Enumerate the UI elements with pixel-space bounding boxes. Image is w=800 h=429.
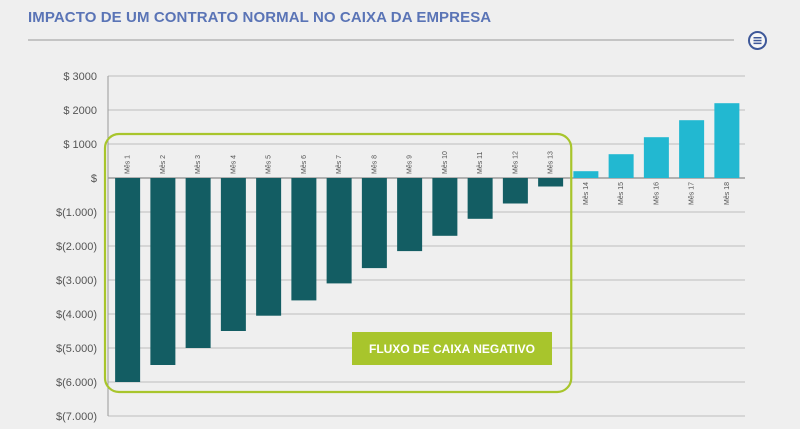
x-tick-label: Mês 2 [160, 155, 167, 174]
x-tick-label: Mês 7 [336, 155, 343, 174]
x-tick-label: Mês 4 [230, 155, 237, 174]
negative-callout-bg [352, 332, 552, 365]
x-tick-label: Mês 3 [195, 155, 202, 174]
x-tick-label: Mês 8 [371, 155, 378, 174]
x-tick-label: Mês 11 [477, 151, 484, 174]
x-tick-label: Mês 17 [689, 182, 696, 205]
bar [326, 178, 352, 284]
negative-callout: FLUXO DE CAIXA NEGATIVO [352, 332, 552, 365]
bar [150, 178, 176, 365]
y-tick-label: $(5.000) [56, 343, 97, 355]
bar [573, 171, 599, 178]
x-tick-label: Mês 9 [407, 155, 414, 174]
grid-lines [108, 75, 745, 417]
bar [220, 178, 246, 331]
bar [115, 178, 141, 382]
y-tick-label: $(6.000) [56, 377, 97, 389]
bar [467, 178, 493, 219]
bar [361, 178, 387, 269]
x-tick-label: Mês 1 [125, 155, 132, 174]
bar [608, 154, 634, 178]
y-tick-label: $(1.000) [56, 207, 97, 219]
negative-callout-label: FLUXO DE CAIXA NEGATIVO [369, 342, 535, 356]
negative-region-box [103, 132, 573, 394]
bar [714, 103, 740, 178]
x-tick-label: Mês 13 [548, 151, 555, 174]
bar [397, 178, 423, 252]
x-tick-label: Mês 15 [618, 182, 625, 205]
bar [256, 178, 282, 316]
title-divider [28, 39, 734, 41]
y-tick-label: $ 3000 [63, 71, 97, 83]
bars [115, 103, 740, 382]
y-tick-label: $(7.000) [56, 411, 97, 423]
x-axis-labels: Mês 1 Mês 2 Mês 3 Mês 4 Mês 5 Mês 6 Mês 7 Mês 8… [125, 151, 731, 205]
x-tick-label: Mês 14 [583, 182, 590, 205]
x-tick-label: Mês 16 [653, 182, 660, 205]
y-axis: $ 3000 $ 2000 $ 1000 $ $(1.000) $(2.000) $(3.0… [56, 71, 109, 423]
y-tick-label: $ 1000 [63, 139, 97, 151]
bar [502, 178, 528, 204]
bar [679, 120, 705, 178]
y-tick-label: $ 2000 [63, 105, 97, 117]
chart-title: IMPACTO DE UM CONTRATO NORMAL NO CAIXA D… [28, 9, 492, 26]
bar [185, 178, 211, 348]
x-tick-label: Mês 10 [442, 151, 449, 174]
bar [291, 178, 317, 301]
y-tick-label: $(4.000) [56, 309, 97, 321]
x-tick-label: Mês 18 [724, 182, 731, 205]
menu-button[interactable] [748, 31, 767, 50]
x-tick-label: Mês 5 [266, 155, 273, 174]
y-tick-label: $ [91, 173, 97, 185]
bar [432, 178, 458, 236]
bar [643, 137, 669, 178]
bar [538, 178, 564, 187]
menu-icon [753, 37, 762, 45]
x-tick-label: Mês 12 [512, 151, 519, 174]
y-tick-label: $(2.000) [56, 241, 97, 253]
x-tick-label: Mês 6 [301, 155, 308, 174]
y-tick-label: $(3.000) [56, 275, 97, 287]
